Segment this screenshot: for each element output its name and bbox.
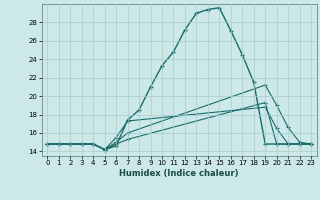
- X-axis label: Humidex (Indice chaleur): Humidex (Indice chaleur): [119, 169, 239, 178]
